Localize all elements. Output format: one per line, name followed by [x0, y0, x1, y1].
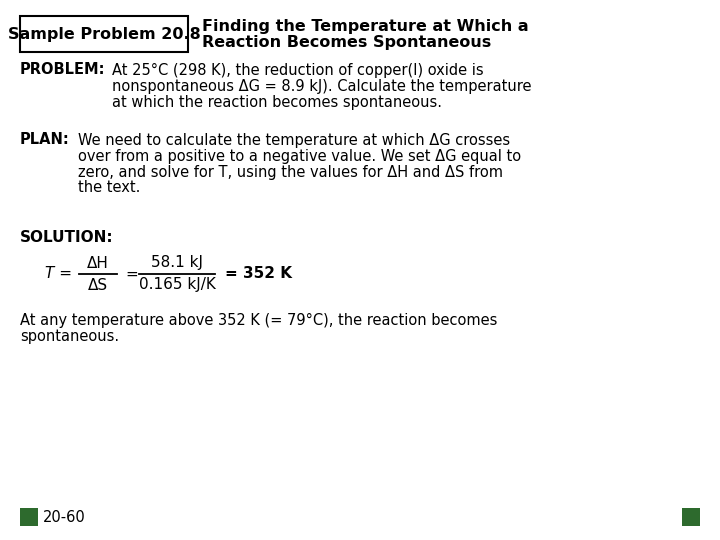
Text: 0.165 kJ/K: 0.165 kJ/K [138, 278, 215, 293]
Text: SOLUTION:: SOLUTION: [20, 231, 114, 246]
Bar [20, 508, 38, 526]
Text: spontaneous.: spontaneous. [20, 328, 119, 343]
Text: over from a positive to a negative value. We set ΔG equal to: over from a positive to a negative value… [78, 148, 521, 164]
Text: At 25°C (298 K), the reduction of copper(I) oxide is: At 25°C (298 K), the reduction of copper… [112, 63, 484, 78]
Text: =: = [125, 267, 138, 281]
Text: = 352 K: = 352 K [225, 267, 292, 281]
Text: Reaction Becomes Spontaneous: Reaction Becomes Spontaneous [202, 35, 491, 50]
Text: ΔH: ΔH [87, 255, 109, 271]
Text: PLAN:: PLAN: [20, 132, 70, 147]
Text: We need to calculate the temperature at which ΔG crosses: We need to calculate the temperature at … [78, 132, 510, 147]
Text: PROBLEM:: PROBLEM: [20, 63, 106, 78]
Text: T =: T = [45, 267, 77, 281]
Bar [20, 16, 188, 52]
Bar [682, 508, 700, 526]
Text: Finding the Temperature at Which a: Finding the Temperature at Which a [202, 18, 528, 33]
Text: Sample Problem 20.8: Sample Problem 20.8 [8, 26, 200, 42]
Text: At any temperature above 352 K (= 79°C), the reaction becomes: At any temperature above 352 K (= 79°C),… [20, 313, 498, 327]
Text: zero, and solve for T, using the values for ΔH and ΔS from: zero, and solve for T, using the values … [78, 165, 503, 179]
Text: nonspontaneous ΔG = 8.9 kJ). Calculate the temperature: nonspontaneous ΔG = 8.9 kJ). Calculate t… [112, 78, 531, 93]
Text: 20-60: 20-60 [43, 510, 86, 524]
Text: ΔS: ΔS [88, 278, 108, 293]
Text: at which the reaction becomes spontaneous.: at which the reaction becomes spontaneou… [112, 94, 442, 110]
Text: the text.: the text. [78, 180, 140, 195]
Text: 58.1 kJ: 58.1 kJ [151, 255, 203, 271]
